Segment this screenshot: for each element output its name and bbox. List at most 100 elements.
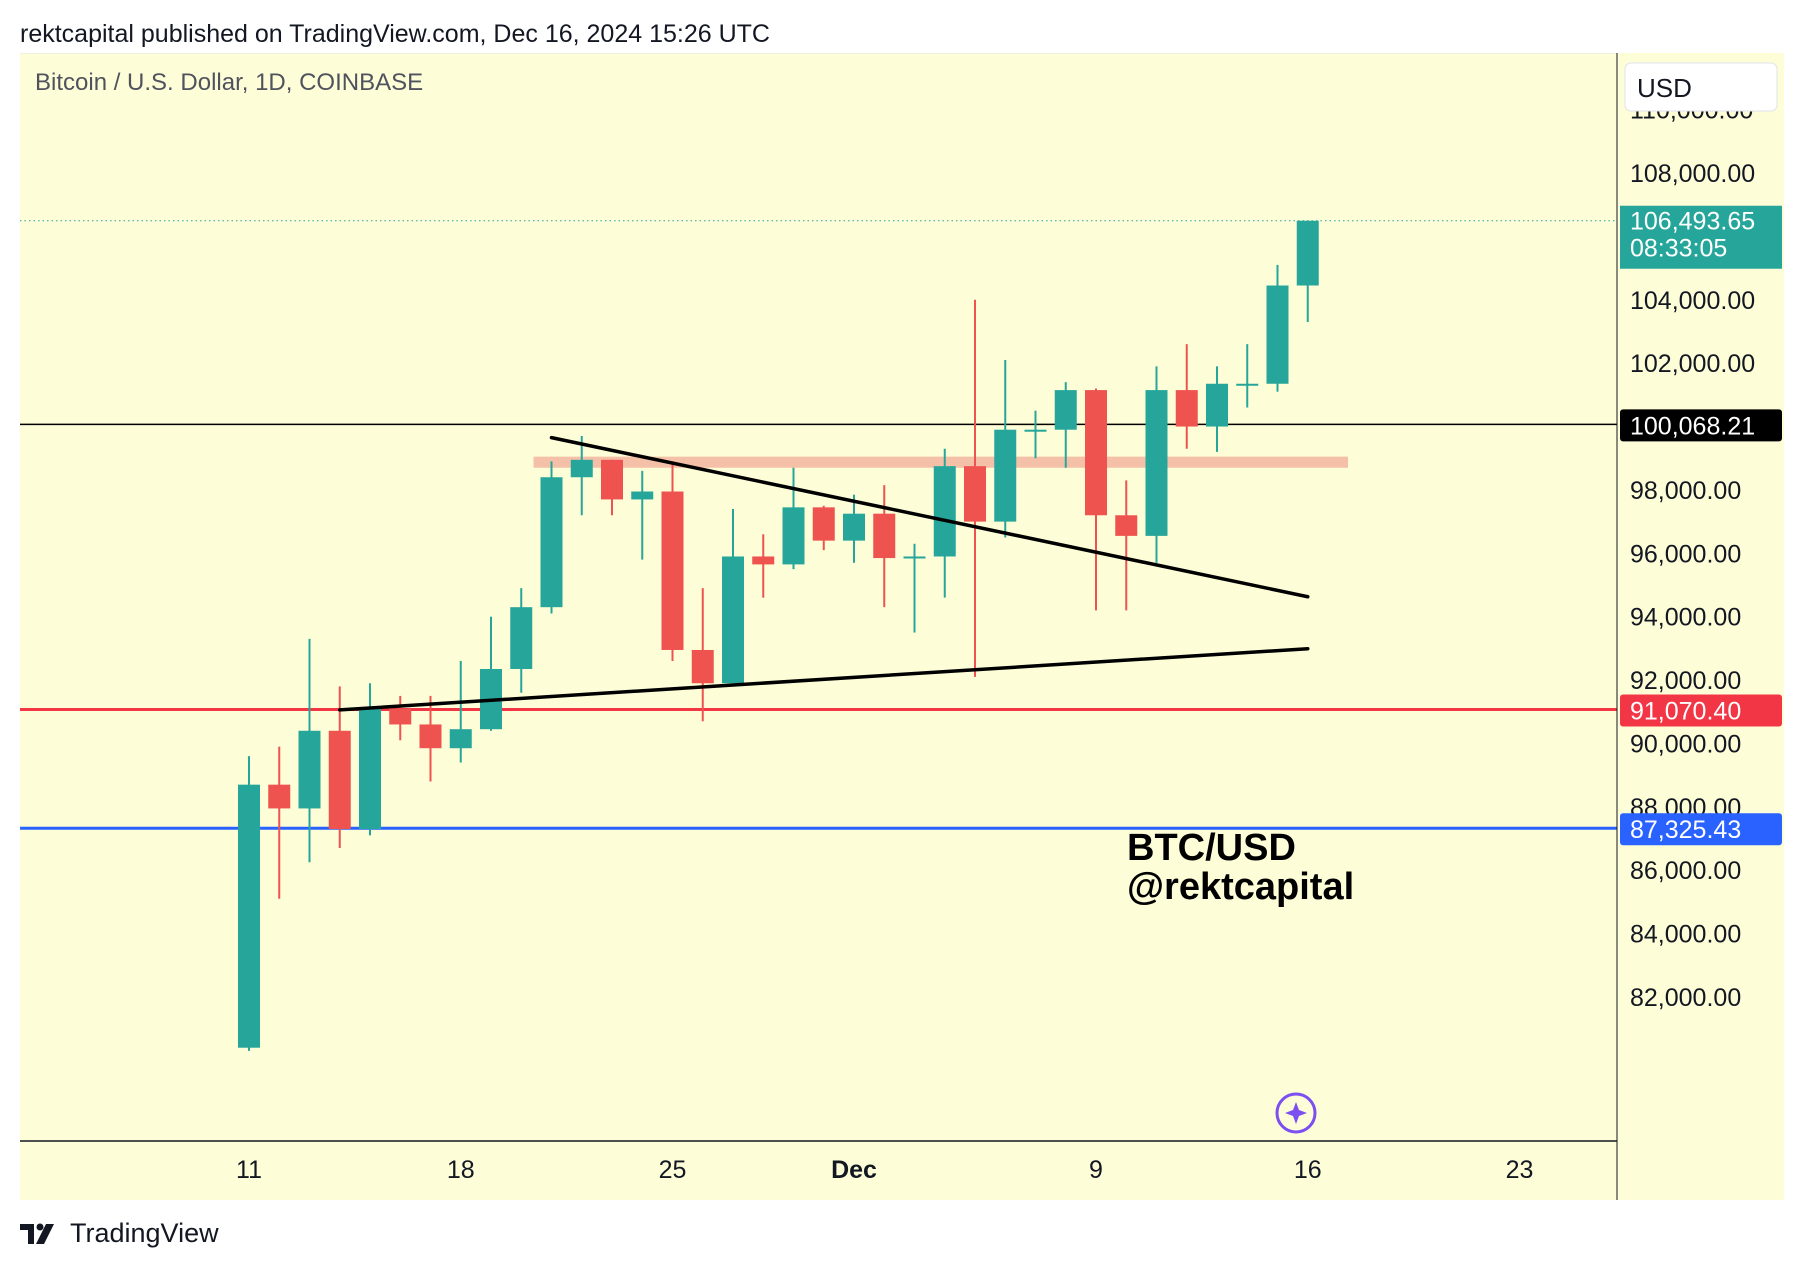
candle-body[interactable] [873,513,896,559]
candle-2024-11-11[interactable] [238,756,260,1051]
candle-2024-11-18[interactable] [449,661,472,763]
y-tick-label: 104,000.00 [1630,287,1755,315]
candle-2024-11-28[interactable] [752,534,775,598]
candle-body[interactable] [1236,383,1259,386]
candle-2024-12-07[interactable] [1024,410,1047,459]
candle-2024-12-08[interactable] [1054,382,1077,468]
candle-2024-11-29[interactable] [782,467,805,570]
price-badge-value: 100,068.21 [1630,412,1755,440]
candle-2024-12-13[interactable] [1206,366,1228,452]
candle-body[interactable] [389,708,412,725]
candle-2024-11-20[interactable] [510,588,533,693]
tradingview-logo-icon[interactable] [20,1220,60,1248]
candle-body[interactable] [933,466,956,557]
candle-body[interactable] [238,784,260,1048]
candle-2024-12-15[interactable] [1266,264,1289,392]
candle-body[interactable] [601,459,623,500]
candle-2024-11-24[interactable] [631,470,654,560]
candle-body[interactable] [1175,390,1198,427]
candle-2024-12-05[interactable] [964,299,986,677]
candle-2024-11-30[interactable] [812,505,835,551]
y-tick-label: 98,000.00 [1630,477,1741,505]
x-tick-label: 11 [236,1156,262,1184]
x-tick-label: 16 [1294,1156,1322,1184]
candle-2024-12-03[interactable] [903,543,926,633]
candle-body[interactable] [1296,220,1319,286]
candle-body[interactable] [359,708,381,830]
currency-button-label[interactable]: USD [1637,73,1692,103]
candle-2024-12-10[interactable] [1115,480,1138,611]
candle-2024-11-21[interactable] [540,461,563,614]
trendlines-layer[interactable] [338,435,1310,712]
candle-body[interactable] [812,507,835,541]
resistance-zone [533,456,1348,468]
candle-body[interactable] [510,607,533,669]
candle-2024-11-25[interactable] [661,461,684,662]
upper-trendline[interactable] [549,435,1310,599]
candle-body[interactable] [449,729,472,749]
candles-layer[interactable] [238,220,1319,1051]
candle-2024-12-04[interactable] [933,448,956,598]
candle-body[interactable] [1054,390,1077,430]
chart-title: Bitcoin / U.S. Dollar, 1D, COINBASE [35,69,423,96]
candle-body[interactable] [298,730,321,809]
candle-2024-12-14[interactable] [1236,344,1259,408]
sparkle-icon[interactable] [1275,1092,1317,1134]
candle-body[interactable] [328,730,351,830]
candle-body[interactable] [570,459,593,478]
chart-frame[interactable]: BTC/USD @rektcapital Bitcoin / U.S. Doll… [20,53,1784,1200]
candle-body[interactable] [782,507,805,565]
candle-2024-11-22[interactable] [570,436,593,516]
annotation-line2: @rektcapital [1127,866,1354,908]
candle-2024-12-06[interactable] [994,359,1017,538]
candle-body[interactable] [661,491,684,650]
candle-body[interactable] [1085,390,1107,516]
candle-body[interactable] [843,513,865,541]
candle-body[interactable] [631,491,654,500]
candle-2024-11-16[interactable] [389,695,412,741]
candle-2024-11-14[interactable] [328,686,351,849]
x-ticks: 11 18 25 Dec 9 16 23 [236,1156,1533,1184]
candle-body[interactable] [752,556,775,565]
price-badge-value: 87,325.43 [1630,816,1741,844]
candle-2024-12-12[interactable] [1175,344,1198,449]
candle-2024-11-12[interactable] [268,746,291,899]
candle-body[interactable] [964,466,986,522]
candle-body[interactable] [1206,383,1228,427]
candlestick-chart[interactable]: BTC/USD @rektcapital Bitcoin / U.S. Doll… [20,53,1784,1200]
candle-body[interactable] [1266,285,1289,384]
chart-background [20,53,1784,1200]
candle-body[interactable] [691,649,714,684]
currency-button[interactable]: USD [1624,62,1778,112]
candle-body[interactable] [1115,515,1138,536]
x-tick-label: 18 [447,1156,475,1184]
currency-button-bg[interactable] [1624,62,1778,112]
x-tick-label: 25 [659,1156,687,1184]
candle-body[interactable] [268,784,291,809]
candle-2024-12-16[interactable] [1296,220,1319,322]
candle-body[interactable] [722,556,744,684]
price-badge-1: 100,068.21 [1620,409,1782,442]
candle-2024-12-02[interactable] [873,485,896,608]
candle-2024-12-11[interactable] [1145,366,1168,563]
lower-trendline[interactable] [338,646,1310,712]
publish-header: rektcapital published on TradingView.com… [20,20,770,48]
annotation-line1: BTC/USD [1127,827,1296,869]
candle-2024-12-01[interactable] [843,494,865,563]
footer-brand[interactable]: TradingView [70,1218,219,1248]
candle-body[interactable] [903,556,926,559]
y-tick-label: 82,000.00 [1630,984,1741,1012]
candle-2024-11-27[interactable] [722,508,744,684]
price-badge-bg [1620,409,1782,442]
candle-body[interactable] [994,429,1017,522]
candle-2024-11-26[interactable] [691,588,714,722]
candle-2024-12-09[interactable] [1085,388,1107,611]
candle-2024-11-17[interactable] [419,695,442,782]
candle-body[interactable] [1024,429,1047,432]
candle-body[interactable] [540,477,563,608]
candle-body[interactable] [419,724,442,749]
candle-2024-11-23[interactable] [601,459,623,516]
candle-2024-11-13[interactable] [298,638,321,863]
candle-body[interactable] [1145,390,1168,536]
